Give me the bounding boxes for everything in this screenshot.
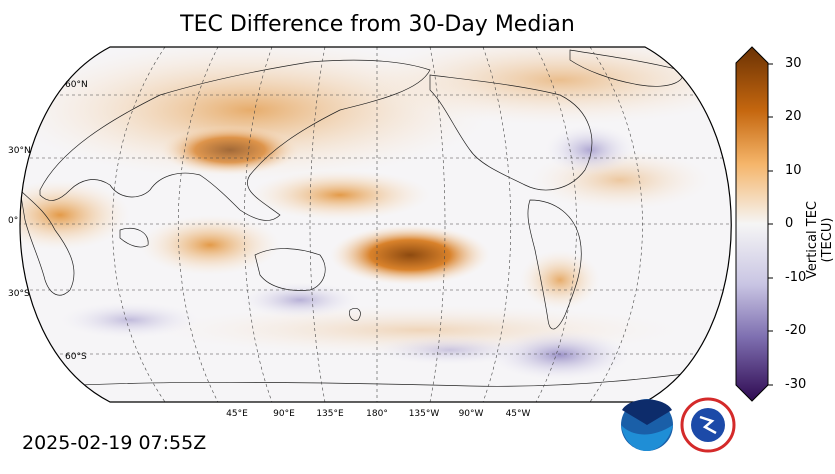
lon-label-45e: 45°E xyxy=(226,409,248,419)
colorbar-tick-0: 0 xyxy=(785,216,794,231)
colorbar xyxy=(735,46,773,402)
lon-label-90e: 90°E xyxy=(273,409,295,419)
lon-label-135w: 135°W xyxy=(408,409,440,419)
colorbar-tick-minus20: -20 xyxy=(785,323,807,338)
lon-label-135e: 135°E xyxy=(316,409,344,419)
lat-label-30s: 30°S xyxy=(8,289,30,299)
chart-title: TEC Difference from 30-Day Median xyxy=(180,12,575,37)
noaa-logo xyxy=(621,399,673,451)
colorbar-label: Vertical TEC (TECU) xyxy=(805,200,835,280)
colorbar-tick-20: 20 xyxy=(785,109,802,124)
lat-label-30n: 30°N xyxy=(8,146,31,156)
colorbar-tick-minus10: -10 xyxy=(785,270,807,285)
colorbar-tick-10: 10 xyxy=(785,163,802,178)
timestamp: 2025-02-19 07:55Z xyxy=(22,432,207,454)
lat-label-60s: 60°S xyxy=(65,352,87,362)
lon-label-90w: 90°W xyxy=(458,409,484,419)
tec-field xyxy=(20,47,732,402)
nws-logo xyxy=(680,397,736,453)
lon-label-180: 180° xyxy=(366,409,388,419)
lat-label-0: 0° xyxy=(8,216,19,226)
colorbar-tick-30: 30 xyxy=(785,56,802,71)
lat-label-60n: 60°N xyxy=(65,80,88,90)
lon-label-45w: 45°W xyxy=(505,409,531,419)
colorbar-tick-minus30: -30 xyxy=(785,377,807,392)
